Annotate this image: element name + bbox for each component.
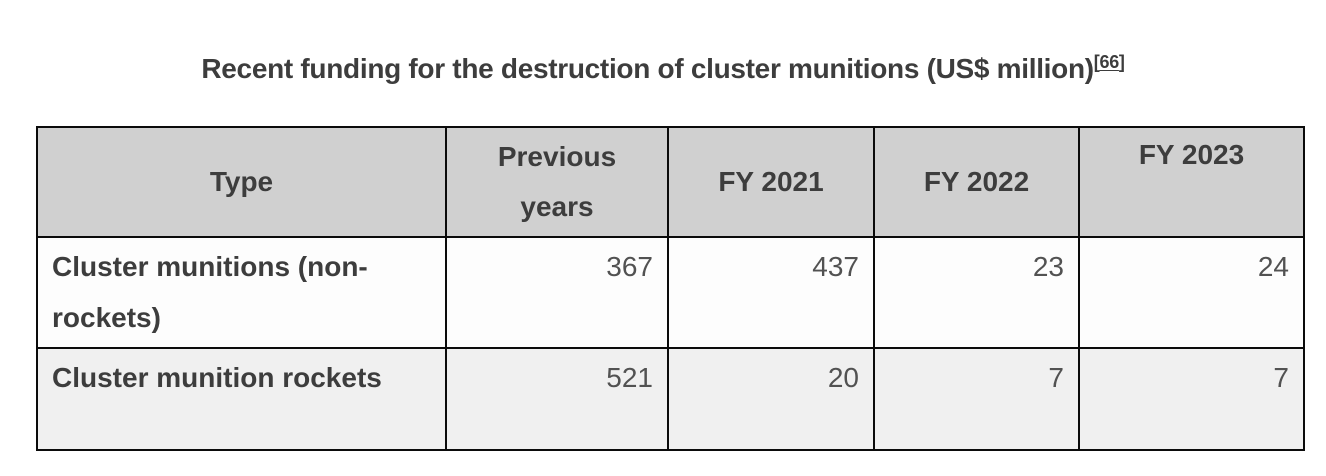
value-rockets-fy2022: 7 (873, 347, 1080, 452)
value-rockets-fy2023: 7 (1078, 347, 1305, 452)
column-header-fy2023: FY 2023 (1078, 125, 1305, 239)
footnote-bracket-open: [ (1093, 52, 1100, 72)
table-caption-text: Recent funding for the destruction of cl… (201, 53, 1094, 84)
header-row: Type Previous years FY 2021 FY 2022 FY 2… (36, 125, 1305, 239)
value-non-rockets-fy2022: 23 (873, 236, 1080, 350)
funding-table-body: Cluster munitions (non-rockets) 367 437 … (36, 236, 1305, 452)
table-row: Cluster munition rockets 521 20 7 7 (36, 347, 1305, 452)
footnote-link[interactable]: [66] (1094, 52, 1125, 72)
column-header-fy2021: FY 2021 (667, 125, 875, 239)
value-rockets-fy2021: 20 (667, 347, 875, 452)
table-caption: Recent funding for the destruction of cl… (0, 52, 1326, 86)
footnote-superscript: [66] (1094, 52, 1125, 72)
value-non-rockets-previous-years: 367 (445, 236, 669, 350)
table-row: Cluster munitions (non-rockets) 367 437 … (36, 236, 1305, 350)
funding-table: Type Previous years FY 2021 FY 2022 FY 2… (36, 125, 1305, 452)
column-header-type: Type (36, 125, 447, 239)
row-label-cluster-munition-rockets: Cluster munition rockets (36, 347, 447, 452)
footnote-bracket-close: ] (1118, 52, 1125, 72)
funding-table-header: Type Previous years FY 2021 FY 2022 FY 2… (36, 125, 1305, 239)
footnote-number: 66 (1099, 52, 1120, 72)
value-non-rockets-fy2023: 24 (1078, 236, 1305, 350)
value-non-rockets-fy2021: 437 (667, 236, 875, 350)
row-label-cluster-munitions-non-rockets: Cluster munitions (non-rockets) (36, 236, 447, 350)
value-rockets-previous-years: 521 (445, 347, 669, 452)
column-header-fy2022: FY 2022 (873, 125, 1080, 239)
column-header-previous-years: Previous years (445, 125, 669, 239)
